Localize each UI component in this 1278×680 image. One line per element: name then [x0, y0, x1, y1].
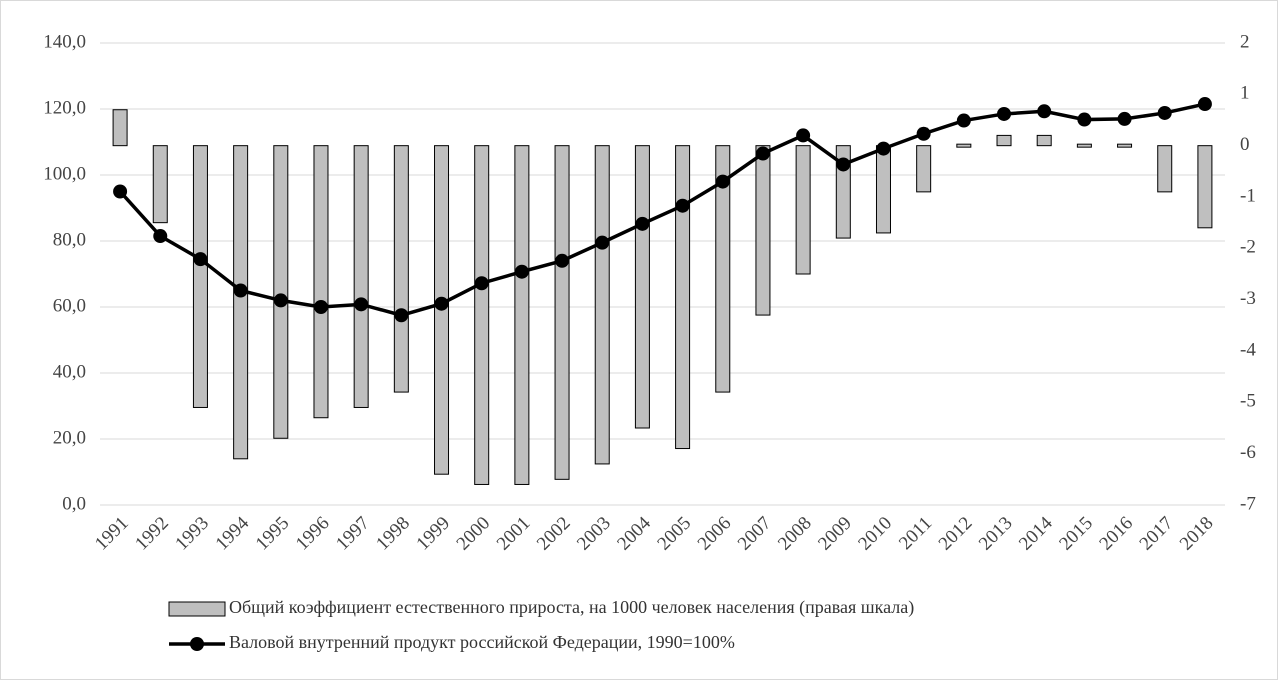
- y2-tick-label: -4: [1240, 339, 1256, 360]
- y-tick-label: 140,0: [43, 31, 86, 52]
- marker: [1197, 97, 1212, 112]
- bar: [273, 145, 289, 439]
- bar: [1076, 143, 1092, 148]
- marker: [715, 174, 730, 189]
- marker: [956, 113, 971, 128]
- y-tick-label: 80,0: [53, 229, 86, 250]
- marker: [1037, 104, 1052, 119]
- y-tick-label: 40,0: [53, 361, 86, 382]
- marker: [193, 252, 208, 267]
- bar: [634, 145, 650, 429]
- marker: [635, 216, 650, 231]
- y2-tick-label: 2: [1240, 31, 1250, 52]
- y2-tick-label: -3: [1240, 288, 1256, 309]
- y-tick-label: 60,0: [53, 295, 86, 316]
- marker: [1077, 112, 1092, 127]
- bar: [192, 145, 208, 408]
- legend-label: Общий коэффициент естественного прироста…: [229, 597, 914, 618]
- bar: [795, 145, 811, 275]
- bar: [956, 143, 972, 148]
- y2-tick-label: -7: [1240, 493, 1256, 514]
- bar: [1036, 134, 1052, 147]
- marker: [755, 146, 770, 161]
- legend-swatch: [190, 637, 204, 651]
- bar: [1197, 145, 1213, 229]
- marker: [394, 308, 409, 323]
- marker: [233, 283, 248, 298]
- marker: [313, 300, 328, 314]
- bar: [594, 145, 610, 465]
- marker: [916, 126, 931, 141]
- marker: [514, 264, 529, 279]
- y2-tick-label: 1: [1240, 83, 1250, 104]
- marker: [555, 253, 570, 268]
- marker: [997, 106, 1012, 121]
- y2-tick-label: -5: [1240, 391, 1256, 412]
- bar: [474, 145, 490, 485]
- bar: [715, 145, 731, 393]
- y2-tick-label: 0: [1240, 134, 1250, 155]
- marker: [153, 229, 168, 244]
- bar: [1157, 145, 1173, 193]
- y-tick-label: 0,0: [62, 493, 86, 514]
- y2-tick-label: -1: [1240, 185, 1256, 206]
- y2-tick-label: -2: [1240, 237, 1256, 258]
- bar: [353, 145, 369, 408]
- marker: [836, 157, 851, 172]
- y-tick-label: 20,0: [53, 427, 86, 448]
- legend-label: Валовой внутренний продукт российской Фе…: [229, 632, 735, 652]
- marker: [876, 141, 891, 156]
- marker: [113, 184, 128, 199]
- bar: [875, 145, 891, 234]
- bar: [1117, 143, 1133, 148]
- bar: [996, 134, 1012, 147]
- marker: [1117, 111, 1132, 126]
- marker: [595, 235, 610, 250]
- bar: [393, 145, 409, 393]
- y2-tick-label: -6: [1240, 442, 1256, 463]
- legend-swatch: [168, 601, 226, 617]
- bar: [755, 145, 771, 316]
- marker: [796, 128, 811, 143]
- marker: [354, 297, 369, 312]
- marker: [273, 293, 288, 308]
- bar: [112, 109, 128, 147]
- bar: [313, 145, 329, 419]
- marker: [474, 276, 489, 291]
- bar: [916, 145, 932, 193]
- bar: [233, 145, 249, 460]
- bar: [675, 145, 691, 450]
- marker: [434, 296, 449, 311]
- bar: [514, 145, 530, 485]
- y-tick-label: 120,0: [43, 97, 86, 118]
- bar: [152, 145, 168, 224]
- marker: [1157, 105, 1172, 120]
- y-tick-label: 100,0: [43, 163, 86, 184]
- marker: [675, 198, 690, 213]
- line: [118, 102, 1206, 318]
- bar: [554, 145, 570, 480]
